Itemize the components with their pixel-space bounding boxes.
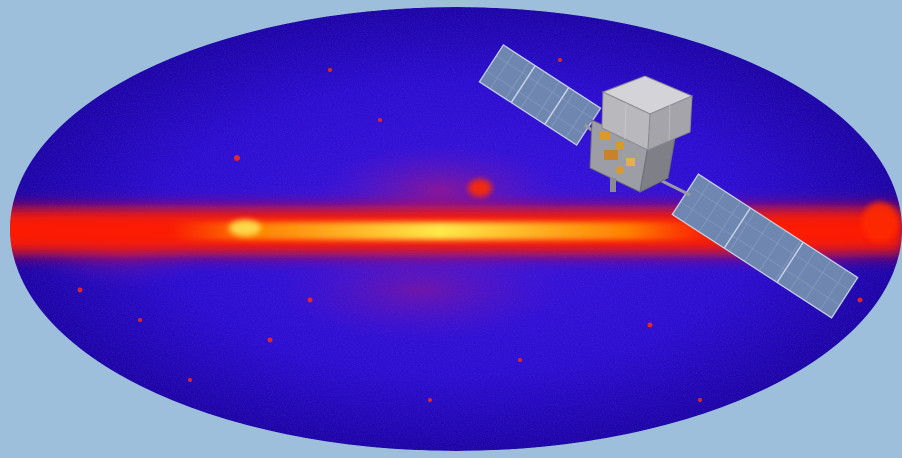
spacecraft [478, 44, 859, 319]
main-instrument-box [601, 75, 694, 151]
